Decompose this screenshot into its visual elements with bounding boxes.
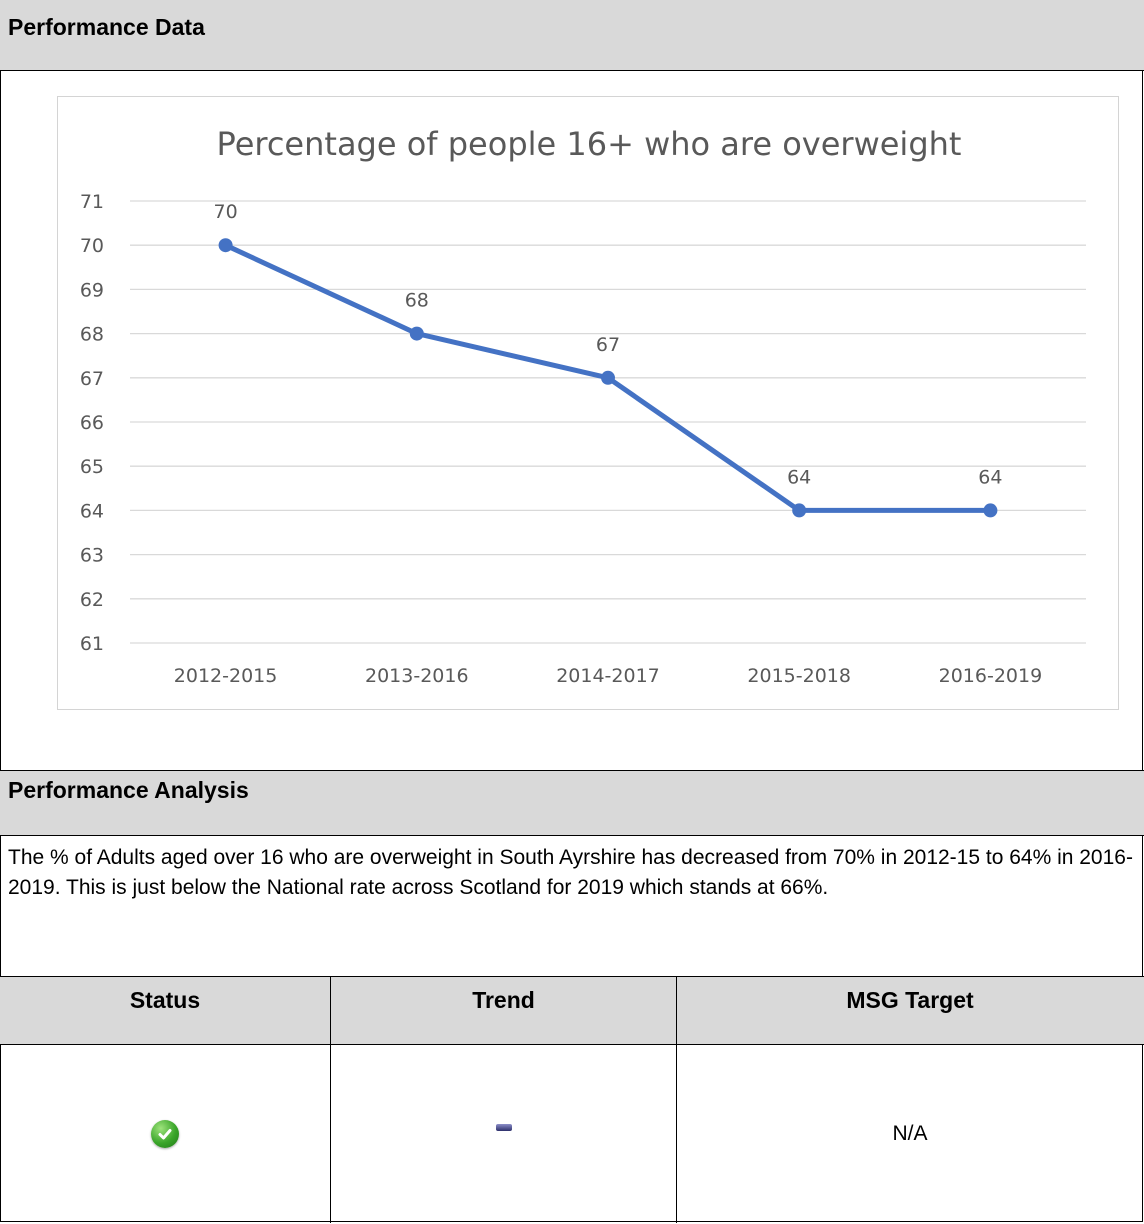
y-tick-label: 64: [80, 500, 104, 522]
performance-analysis-header: Performance Analysis: [0, 770, 1144, 836]
data-point: [792, 503, 807, 518]
performance-data-title: Performance Data: [8, 14, 205, 40]
y-tick-label: 61: [80, 633, 104, 655]
msg-target-cell: N/A: [677, 1045, 1143, 1223]
performance-analysis-title: Performance Analysis: [8, 777, 249, 803]
x-tick-label: 2015-2018: [747, 665, 851, 687]
x-tick-label: 2016-2019: [939, 665, 1043, 687]
y-tick-label: 69: [80, 279, 104, 301]
analysis-text: The % of Adults aged over 16 who are ove…: [8, 846, 1133, 899]
x-tick-label: 2013-2016: [365, 665, 469, 687]
y-tick-label: 63: [80, 545, 104, 567]
trend-cell: [331, 1045, 677, 1223]
status-column-header: Status: [0, 977, 331, 1044]
y-tick-label: 66: [80, 412, 104, 434]
status-table: Status Trend MSG Target N/A: [0, 976, 1144, 1223]
status-cell: [0, 1045, 331, 1223]
data-point: [601, 370, 615, 385]
data-label: 67: [596, 334, 620, 356]
data-point: [983, 503, 998, 518]
line-chart: Percentage of people 16+ who are overwei…: [57, 96, 1119, 710]
x-tick-label: 2012-2015: [174, 665, 278, 687]
green-check-icon: [151, 1120, 179, 1148]
data-label: 64: [787, 466, 811, 488]
y-tick-label: 71: [80, 191, 104, 213]
data-label: 70: [214, 201, 238, 223]
performance-data-header: Performance Data: [0, 0, 1144, 71]
trend-column-header: Trend: [331, 977, 677, 1044]
status-table-row: N/A: [0, 1045, 1144, 1223]
chart-svg: Percentage of people 16+ who are overwei…: [80, 125, 1086, 687]
y-tick-label: 65: [80, 456, 104, 478]
y-tick-label: 62: [80, 589, 104, 611]
data-point: [409, 326, 424, 341]
data-label: 68: [405, 290, 429, 312]
y-tick-label: 70: [80, 235, 104, 257]
msg-target-column-header: MSG Target: [846, 987, 974, 1013]
chart-title: Percentage of people 16+ who are overwei…: [217, 125, 962, 163]
data-label: 64: [978, 466, 1002, 488]
data-point: [218, 238, 233, 253]
y-tick-label: 67: [80, 368, 104, 390]
status-table-header-row: Status Trend MSG Target: [0, 977, 1144, 1045]
no-change-dash-icon: [495, 1123, 512, 1131]
y-tick-label: 68: [80, 324, 104, 346]
msg-target-value: N/A: [892, 1122, 928, 1145]
x-tick-label: 2014-2017: [556, 665, 660, 687]
